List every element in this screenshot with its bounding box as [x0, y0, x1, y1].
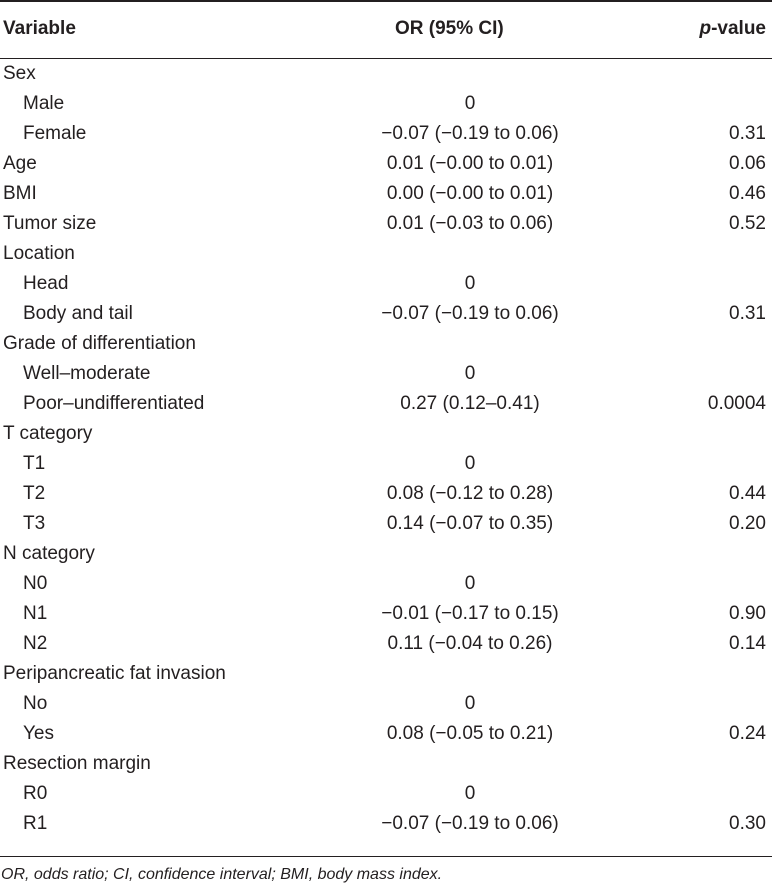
- table-header: Variable OR (95% CI) p-value: [0, 10, 772, 50]
- row-variable: R0: [23, 783, 48, 804]
- header-variable: Variable: [3, 18, 76, 39]
- table-row: Male 0: [0, 89, 772, 119]
- row-variable: Age: [3, 153, 37, 174]
- row-variable: Poor–undifferentiated: [23, 393, 205, 414]
- header-or-ci: OR (95% CI): [395, 18, 504, 39]
- row-variable: Tumor size: [3, 213, 97, 234]
- table-row: Body and tail −0.07 (−0.19 to 0.06) 0.31: [0, 299, 772, 329]
- row-or-ci: −0.07 (−0.19 to 0.06): [381, 813, 559, 834]
- table-row: BMI 0.00 (−0.00 to 0.01) 0.46: [0, 179, 772, 209]
- row-p-value: 0.46: [729, 183, 766, 204]
- table-row: T category: [0, 419, 772, 449]
- row-p-value: 0.44: [729, 483, 766, 504]
- table-row: Location: [0, 239, 772, 269]
- row-variable: Sex: [3, 63, 36, 84]
- table-row: N0 0: [0, 569, 772, 599]
- row-or-ci: 0: [464, 693, 476, 714]
- row-variable: Female: [23, 123, 87, 144]
- row-variable: No: [23, 693, 48, 714]
- row-p-value: 0.24: [729, 723, 766, 744]
- row-or-ci: 0.01 (−0.03 to 0.06): [386, 213, 554, 234]
- table-row: N2 0.11 (−0.04 to 0.26) 0.14: [0, 629, 772, 659]
- table-row: T2 0.08 (−0.12 to 0.28) 0.44: [0, 479, 772, 509]
- table-row: Age 0.01 (−0.00 to 0.01) 0.06: [0, 149, 772, 179]
- row-p-value: 0.90: [729, 603, 766, 624]
- table-row: Well–moderate 0: [0, 359, 772, 389]
- row-variable: Peripancreatic fat invasion: [3, 663, 226, 684]
- row-variable: Yes: [23, 723, 54, 744]
- row-variable: Male: [23, 93, 65, 114]
- row-or-ci: −0.07 (−0.19 to 0.06): [381, 303, 559, 324]
- row-variable: Head: [23, 273, 69, 294]
- row-variable: Resection margin: [3, 753, 151, 774]
- table-row: Grade of differentiation: [0, 329, 772, 359]
- row-or-ci: 0.08 (−0.05 to 0.21): [386, 723, 554, 744]
- table-row: Peripancreatic fat invasion: [0, 659, 772, 689]
- table-row: Resection margin: [0, 749, 772, 779]
- row-variable: N1: [23, 603, 48, 624]
- table-body: Sex Male 0 Female −0.07 (−0.19 to 0.06) 0.31 A…: [0, 59, 772, 839]
- row-variable: T1: [23, 453, 46, 474]
- row-or-ci: 0.08 (−0.12 to 0.28): [386, 483, 554, 504]
- table-row: Yes 0.08 (−0.05 to 0.21) 0.24: [0, 719, 772, 749]
- row-or-ci: 0: [464, 573, 476, 594]
- row-variable: R1: [23, 813, 48, 834]
- row-or-ci: 0.14 (−0.07 to 0.35): [386, 513, 554, 534]
- row-or-ci: 0.01 (−0.00 to 0.01): [386, 153, 554, 174]
- row-variable: N category: [3, 543, 95, 564]
- header-p-value: p-value: [699, 18, 766, 40]
- row-p-value: 0.14: [729, 633, 766, 654]
- row-p-value: 0.31: [729, 123, 766, 144]
- header-p-suffix: -value: [711, 18, 766, 39]
- table-row: Sex: [0, 59, 772, 89]
- header-rule: [0, 58, 772, 59]
- row-variable: T3: [23, 513, 46, 534]
- row-variable: Well–moderate: [23, 363, 151, 384]
- table-row: Female −0.07 (−0.19 to 0.06) 0.31: [0, 119, 772, 149]
- header-p-italic: p: [699, 18, 712, 39]
- row-variable: Location: [3, 243, 75, 264]
- table-row: R0 0: [0, 779, 772, 809]
- table-row: T1 0: [0, 449, 772, 479]
- row-p-value: 0.0004: [707, 393, 766, 414]
- row-p-value: 0.06: [729, 153, 766, 174]
- row-p-value: 0.20: [729, 513, 766, 534]
- row-p-value: 0.30: [729, 813, 766, 834]
- row-or-ci: 0: [464, 273, 476, 294]
- row-variable: N2: [23, 633, 48, 654]
- row-variable: Body and tail: [23, 303, 133, 324]
- row-variable: N0: [23, 573, 48, 594]
- table-row: N category: [0, 539, 772, 569]
- row-or-ci: 0: [464, 783, 476, 804]
- table-row: No 0: [0, 689, 772, 719]
- row-or-ci: −0.07 (−0.19 to 0.06): [381, 123, 559, 144]
- table-row: N1 −0.01 (−0.17 to 0.15) 0.90: [0, 599, 772, 629]
- table-footnote: OR, odds ratio; CI, confidence interval;…: [1, 866, 443, 883]
- row-or-ci: 0.11 (−0.04 to 0.26): [387, 633, 553, 654]
- top-rule: [0, 0, 772, 2]
- bottom-rule: [0, 856, 772, 857]
- row-variable: BMI: [3, 183, 37, 204]
- row-or-ci: 0: [464, 363, 476, 384]
- table-row: T3 0.14 (−0.07 to 0.35) 0.20: [0, 509, 772, 539]
- row-p-value: 0.31: [729, 303, 766, 324]
- row-variable: Grade of differentiation: [3, 333, 196, 354]
- row-or-ci: 0.27 (0.12–0.41): [400, 393, 540, 414]
- table-row: R1 −0.07 (−0.19 to 0.06) 0.30: [0, 809, 772, 839]
- row-variable: T category: [3, 423, 93, 444]
- table-row: Tumor size 0.01 (−0.03 to 0.06) 0.52: [0, 209, 772, 239]
- row-or-ci: 0.00 (−0.00 to 0.01): [386, 183, 554, 204]
- table-row: Head 0: [0, 269, 772, 299]
- row-variable: T2: [23, 483, 46, 504]
- row-or-ci: 0: [464, 93, 476, 114]
- row-or-ci: −0.01 (−0.17 to 0.15): [381, 603, 559, 624]
- row-p-value: 0.52: [729, 213, 766, 234]
- row-or-ci: 0: [464, 453, 476, 474]
- table-row: Poor–undifferentiated 0.27 (0.12–0.41) 0.0…: [0, 389, 772, 419]
